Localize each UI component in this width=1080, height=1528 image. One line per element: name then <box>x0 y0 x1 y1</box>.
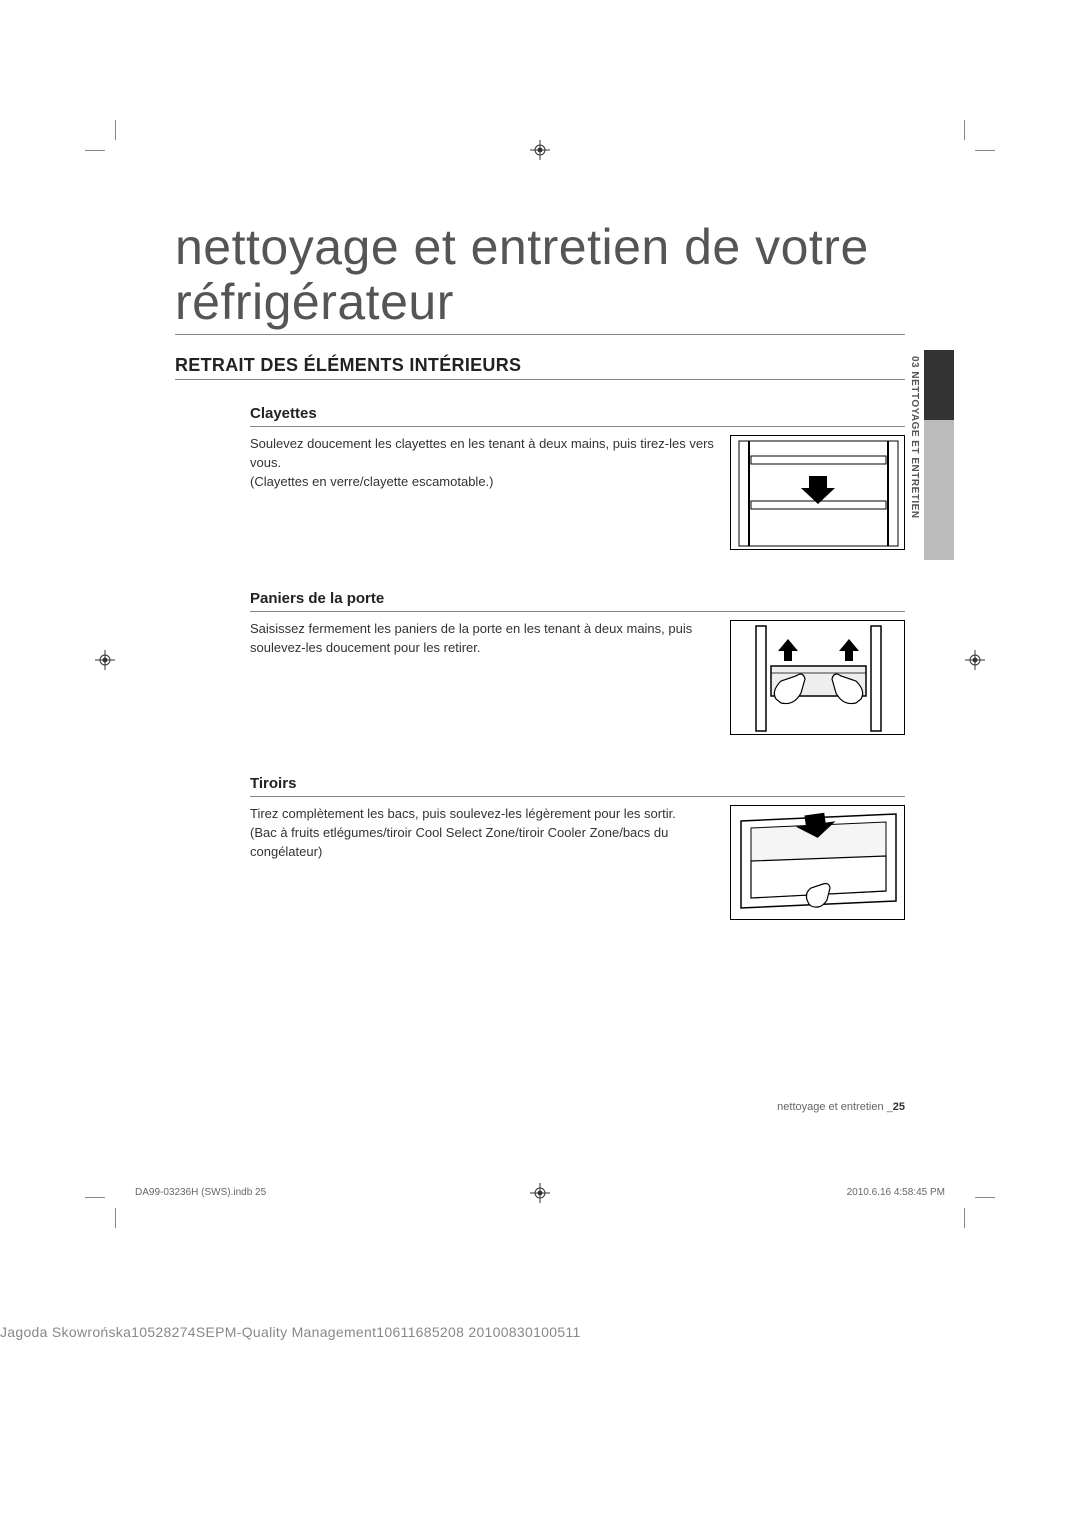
page-number: 25 <box>893 1101 905 1113</box>
page-title: nettoyage et entretien de votre réfrigér… <box>175 220 905 335</box>
footer-label: nettoyage et entretien _ <box>777 1101 893 1113</box>
tab-light-segment <box>924 420 954 560</box>
subheading: Clayettes <box>250 405 905 427</box>
block-tiroirs: Tiroirs Tirez complètement les bacs, pui… <box>250 775 905 920</box>
subheading: Paniers de la porte <box>250 590 905 612</box>
page-footer: nettoyage et entretien _25 <box>777 1101 905 1113</box>
chapter-tab-label: 03 NETTOYAGE ET ENTRETIEN <box>905 350 924 560</box>
body-text: Tirez complètement les bacs, puis soulev… <box>250 805 720 862</box>
block-paniers: Paniers de la porte Saisissez fermement … <box>250 590 905 735</box>
registration-mark-icon <box>965 650 985 670</box>
tab-dark-segment <box>924 350 954 420</box>
watermark-text: Jagoda Skowrońska10528274SEPM-Quality Ma… <box>0 1324 581 1340</box>
body-text: Soulevez doucement les clayettes en les … <box>250 435 720 492</box>
print-timestamp: 2010.6.16 4:58:45 PM <box>847 1187 945 1198</box>
drawer-removal-diagram <box>730 805 905 920</box>
page-content: nettoyage et entretien de votre réfrigér… <box>175 220 905 1128</box>
print-file-name: DA99-03236H (SWS).indb 25 <box>135 1187 266 1198</box>
print-meta-footer: DA99-03236H (SWS).indb 25 2010.6.16 4:58… <box>0 1187 1080 1198</box>
door-bin-removal-diagram <box>730 620 905 735</box>
subheading: Tiroirs <box>250 775 905 797</box>
content-area: Clayettes Soulevez doucement les clayett… <box>175 405 905 920</box>
block-clayettes: Clayettes Soulevez doucement les clayett… <box>250 405 905 550</box>
shelf-removal-diagram <box>730 435 905 550</box>
section-heading: RETRAIT DES ÉLÉMENTS INTÉRIEURS <box>175 355 905 380</box>
registration-mark-icon <box>530 140 550 160</box>
registration-mark-icon <box>95 650 115 670</box>
body-text: Saisissez fermement les paniers de la po… <box>250 620 720 658</box>
chapter-tab: 03 NETTOYAGE ET ENTRETIEN <box>905 350 965 560</box>
